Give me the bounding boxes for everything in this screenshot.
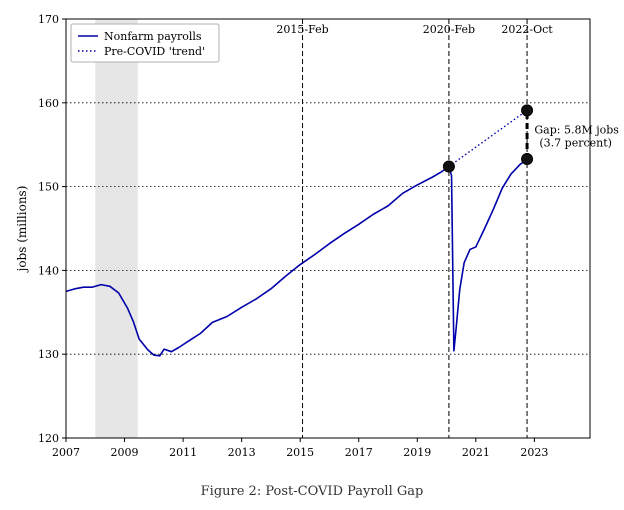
x-tick-label-2009: 2009	[111, 446, 139, 459]
plot-frame	[65, 18, 591, 439]
x-tick-label-2007: 2007	[52, 446, 80, 459]
y-tick-label-120: 120	[38, 432, 59, 445]
series-line-nonfarm-payrolls	[65, 158, 528, 357]
figure-caption: Figure 2: Post-COVID Payroll Gap	[200, 484, 424, 499]
legend: Nonfarm payrolls Pre-COVID 'trend'	[70, 23, 220, 63]
x-tick-label-2019: 2019	[403, 446, 431, 459]
y-tick-label-130: 130	[38, 348, 59, 361]
marker-point-2	[521, 152, 534, 165]
y-tick-label-160: 160	[38, 97, 59, 110]
x-tick-label-2013: 2013	[228, 446, 256, 459]
y-axis-label: jobs (millions)	[15, 186, 29, 274]
event-label-2020-feb: 2020-Feb	[423, 23, 475, 36]
marker-point-0	[442, 160, 455, 173]
y-tick-label-170: 170	[38, 13, 59, 26]
x-tick-label-2011: 2011	[169, 446, 197, 459]
legend-label-nonfarm-payrolls: Nonfarm payrolls	[104, 30, 202, 43]
marker-point-1	[521, 104, 534, 117]
payroll-gap-chart: 2015-Feb 2020-Feb 2022-Oct 120 130 140 150 160…	[15, 13, 619, 459]
x-tick-label-2021: 2021	[462, 446, 490, 459]
y-tick-label-150: 150	[38, 181, 59, 194]
gap-annotation: Gap: 5.8M jobs (3.7 percent)	[534, 124, 619, 150]
gap-annotation-line-2: (3.7 percent)	[539, 137, 612, 150]
x-tick-label-2017: 2017	[345, 446, 373, 459]
x-tick-label-2015: 2015	[286, 446, 314, 459]
gap-annotation-line-1: Gap: 5.8M jobs	[534, 124, 619, 137]
y-tick-label-140: 140	[38, 264, 59, 277]
x-tick-label-2023: 2023	[520, 446, 548, 459]
series-line-pre-covid-trend	[448, 109, 528, 168]
event-label-2015-feb: 2015-Feb	[276, 23, 328, 36]
axis-ticks: 120 130 140 150 160 170 2007 2009 2011 2013 2015 20…	[38, 13, 548, 459]
event-label-2022-oct: 2022-Oct	[501, 23, 553, 36]
recession-shaded-band	[95, 19, 138, 438]
series-lines	[65, 109, 528, 357]
legend-box	[70, 23, 220, 63]
y-gridlines	[66, 102, 590, 355]
legend-label-pre-covid-trend: Pre-COVID 'trend'	[104, 45, 205, 58]
point-markers	[442, 104, 534, 173]
event-vertical-lines: 2015-Feb 2020-Feb 2022-Oct	[276, 19, 553, 438]
